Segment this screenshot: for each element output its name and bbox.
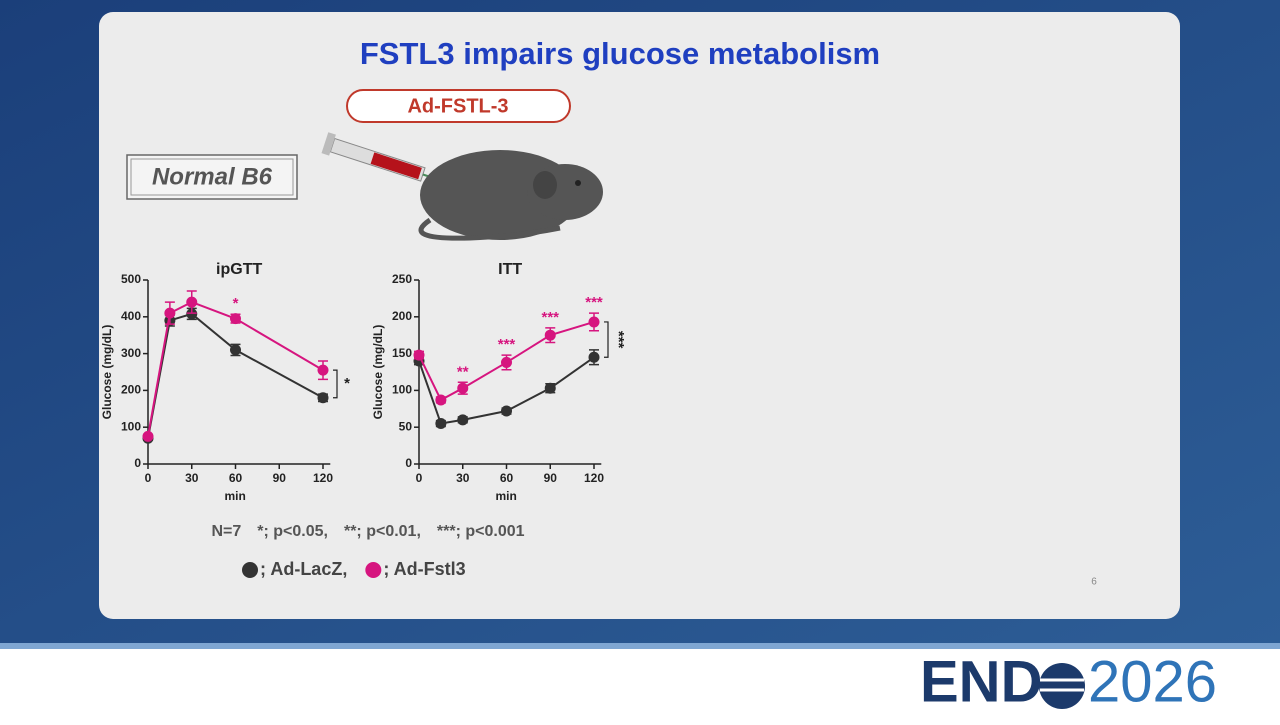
significance-marker: ***	[585, 294, 603, 311]
y-tick-label: 100	[121, 419, 141, 433]
logo-right: 2026	[1088, 649, 1217, 714]
significance-bracket	[333, 369, 338, 399]
data-point	[413, 349, 425, 361]
model-label: Normal B6	[152, 163, 273, 190]
legend-marker	[242, 562, 258, 578]
x-tick-label: 90	[544, 471, 558, 485]
legend-label: ; Ad-LacZ,	[260, 559, 347, 579]
logo-globe	[1039, 663, 1085, 709]
x-tick-label: 0	[416, 471, 423, 485]
y-axis-label: Glucose (mg/dL)	[371, 325, 385, 420]
bracket-label: *	[344, 375, 350, 392]
x-tick-label: 120	[584, 471, 604, 485]
data-point	[588, 316, 600, 328]
significance-bracket	[604, 321, 609, 358]
stripe	[0, 643, 1280, 649]
y-tick-label: 200	[121, 383, 141, 397]
x-tick-label: 60	[500, 471, 514, 485]
y-tick-label: 300	[121, 346, 141, 360]
data-point	[230, 344, 241, 356]
y-tick-label: 100	[392, 383, 412, 397]
y-tick-label: 400	[121, 309, 141, 323]
model-box	[126, 154, 298, 200]
x-tick-label: 60	[229, 471, 243, 485]
chart-title: ITT	[498, 261, 522, 278]
data-point	[230, 313, 241, 325]
data-point	[588, 351, 600, 363]
data-point	[164, 307, 176, 319]
y-tick-label: 50	[399, 419, 413, 433]
significance-marker: ***	[541, 309, 559, 326]
y-tick-label: 0	[134, 456, 141, 470]
mouse-illustration	[321, 132, 603, 241]
x-axis-label: min	[495, 489, 516, 503]
significance-marker: *	[233, 295, 239, 312]
page-number: 6	[1091, 577, 1097, 588]
logo-left: END	[920, 649, 1042, 714]
x-tick-label: 30	[456, 471, 470, 485]
data-point	[435, 418, 447, 430]
data-point	[435, 394, 447, 406]
legend-marker	[365, 562, 382, 578]
data-point	[317, 392, 329, 404]
data-point	[501, 356, 512, 368]
data-point	[544, 329, 556, 341]
x-tick-label: 120	[313, 471, 333, 485]
data-point	[501, 405, 512, 417]
series-line	[418, 356, 595, 425]
x-tick-label: 30	[185, 471, 199, 485]
model-box-inner	[130, 158, 294, 196]
x-tick-label: 90	[273, 471, 287, 485]
x-axis-label: min	[224, 489, 245, 503]
significance-marker: **	[457, 363, 469, 380]
y-tick-label: 250	[392, 272, 412, 286]
chart-title: ipGTT	[216, 261, 262, 278]
data-point	[544, 382, 556, 394]
slide-title: FSTL3 impairs glucose metabolism	[360, 36, 880, 71]
y-tick-label: 150	[392, 346, 412, 360]
bracket-label: ***	[610, 331, 627, 349]
x-tick-label: 0	[145, 471, 152, 485]
y-axis-label: Glucose (mg/dL)	[100, 325, 114, 420]
data-point	[457, 414, 469, 426]
legend-label: ; Ad-Fstl3	[383, 559, 465, 579]
data-point	[317, 364, 329, 376]
significance-marker: ***	[498, 336, 516, 353]
treatment-label: Ad-FSTL-3	[407, 95, 508, 117]
data-point	[457, 382, 469, 394]
y-tick-label: 200	[392, 309, 412, 323]
y-tick-label: 0	[405, 456, 412, 470]
data-point	[142, 430, 154, 442]
y-tick-label: 500	[121, 272, 141, 286]
stats-note: N=7 *; p<0.05, **; p<0.01, ***; p<0.001	[211, 523, 524, 540]
data-point	[186, 296, 198, 308]
treatment-pill	[346, 89, 571, 123]
series-line	[418, 320, 595, 402]
